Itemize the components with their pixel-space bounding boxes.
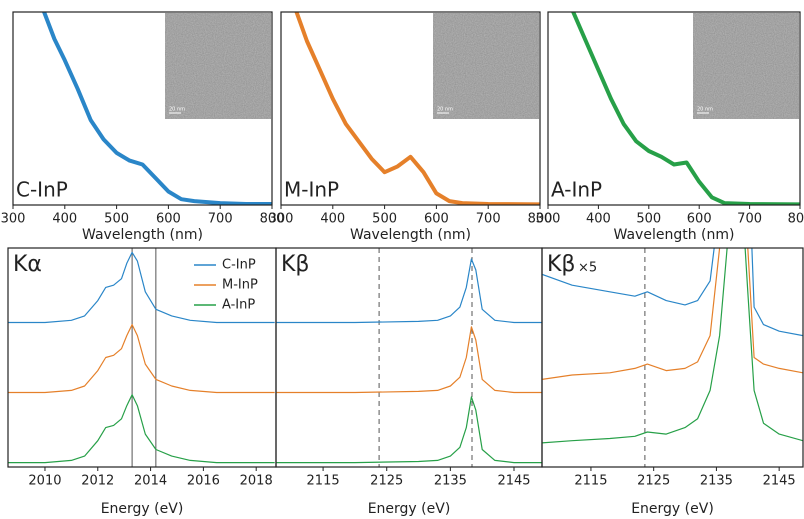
absorbance-line (42, 12, 272, 205)
plot-area (276, 248, 542, 467)
x-tick-label: 500 (636, 212, 661, 227)
x-tick-label: 2014 (134, 474, 167, 489)
panel-frame (280, 11, 541, 206)
sample-label: M-InP (284, 178, 339, 202)
plot-area: 20 nm (42, 12, 272, 205)
x-tick-label: 600 (687, 212, 712, 227)
spectrum-line (276, 326, 542, 394)
x-tick-label: 2115 (574, 474, 607, 489)
scale-bar-label: 20 nm (169, 107, 185, 113)
x-tick-label: 2012 (81, 474, 114, 489)
spectrum-line (8, 394, 275, 464)
x-tick-label: 300 (536, 212, 561, 227)
legend-label: A-InP (222, 298, 255, 313)
x-tick-label: 300 (1, 212, 26, 227)
x-tick-label: 700 (476, 212, 501, 227)
panel-frame (547, 11, 801, 206)
panel-frame (275, 247, 543, 468)
x-tick-label: 2125 (370, 474, 403, 489)
x-axis-label: Energy (eV) (631, 501, 714, 517)
panel-title: Kα (13, 252, 42, 277)
panel-title: Kβ (281, 252, 309, 277)
legend-label: M-InP (222, 278, 258, 293)
panel-title: Kβ (547, 252, 575, 277)
x-tick-label: 2145 (497, 474, 530, 489)
x-tick-label: 800 (260, 212, 285, 227)
spectrum-line (542, 248, 803, 380)
tem-inset-grain (693, 13, 799, 119)
spectrum-line (276, 396, 542, 464)
x-tick-label: 2010 (28, 474, 61, 489)
scale-bar-label: 20 nm (437, 107, 453, 113)
plot-area: 20 nm (294, 12, 540, 205)
panel-frame (12, 11, 273, 206)
x-tick-label: 800 (528, 212, 553, 227)
plot-area (8, 248, 275, 467)
x-axis-label: Energy (eV) (101, 501, 184, 517)
x-tick-label: 2016 (187, 474, 220, 489)
x-tick-label: 500 (372, 212, 397, 227)
x-tick-label: 2018 (240, 474, 273, 489)
x-tick-label: 800 (788, 212, 804, 227)
plot-area: 20 nm (571, 12, 800, 205)
x-tick-label: 2145 (763, 474, 796, 489)
sample-label: A-InP (551, 178, 602, 202)
legend-label: C-InP (222, 258, 256, 273)
absorbance-line (294, 12, 540, 205)
x-tick-label: 700 (208, 212, 233, 227)
x-tick-label: 400 (586, 212, 611, 227)
x-tick-label: 2135 (700, 474, 733, 489)
tem-inset-grain (165, 13, 271, 119)
tem-inset-grain (433, 13, 539, 119)
x-axis-label: Wavelength (nm) (82, 227, 203, 243)
x-tick-label: 400 (320, 212, 345, 227)
plot-area (542, 248, 803, 467)
spectrum-line (8, 324, 275, 394)
panel-title-suffix: ×5 (578, 261, 597, 276)
x-axis-label: Energy (eV) (368, 501, 451, 517)
x-tick-label: 2115 (307, 474, 340, 489)
spectrum-line (542, 248, 803, 444)
x-tick-label: 600 (156, 212, 181, 227)
scale-bar-label: 20 nm (697, 107, 713, 113)
x-axis-label: Wavelength (nm) (614, 227, 735, 243)
spectrum-line (8, 251, 275, 324)
x-tick-label: 2135 (434, 474, 467, 489)
x-tick-label: 2125 (637, 474, 670, 489)
absorbance-line (571, 12, 800, 205)
panel-frame (541, 247, 804, 468)
x-tick-label: 600 (424, 212, 449, 227)
x-tick-label: 300 (269, 212, 294, 227)
spectrum-line (542, 248, 803, 337)
x-tick-label: 500 (104, 212, 129, 227)
sample-label: C-InP (16, 178, 68, 202)
x-tick-label: 400 (52, 212, 77, 227)
x-axis-label: Wavelength (nm) (350, 227, 471, 243)
spectrum-line (276, 258, 542, 324)
x-tick-label: 700 (737, 212, 762, 227)
